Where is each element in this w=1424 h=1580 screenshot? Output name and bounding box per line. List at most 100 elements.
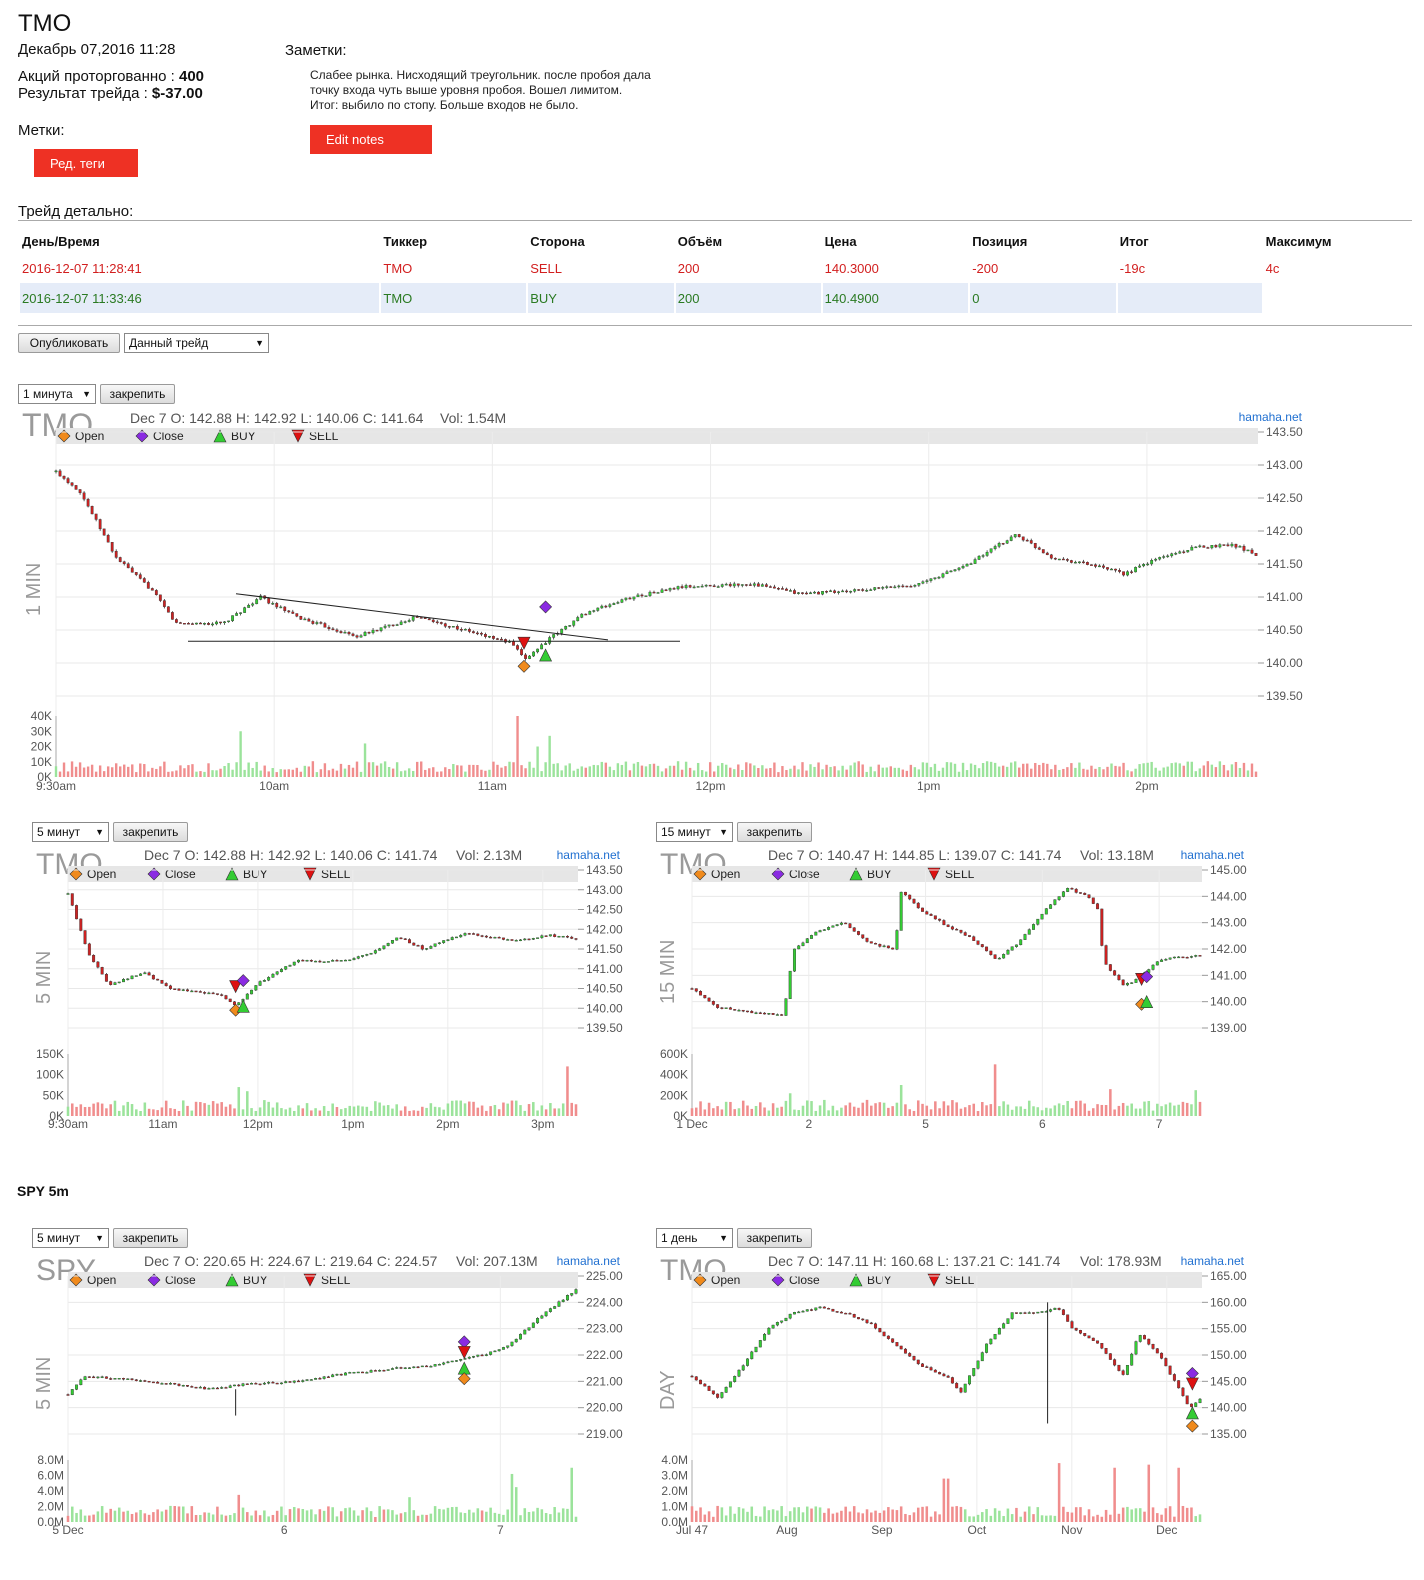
candle — [523, 938, 527, 941]
volume-bar — [870, 1105, 873, 1116]
edit-tags-button[interactable]: Ред. теги — [34, 149, 138, 177]
chart-interval-label: 15 MIN — [657, 940, 679, 1004]
col-header[interactable]: Максимум — [1265, 233, 1332, 249]
col-header[interactable]: Сторона — [530, 233, 585, 249]
candle — [877, 587, 881, 589]
pin-button[interactable]: закрепить — [737, 1228, 812, 1248]
chart-source-link[interactable]: hamaha.net — [1181, 848, 1245, 862]
volume-bar — [386, 1105, 390, 1116]
candle — [130, 567, 134, 573]
candle — [764, 584, 768, 587]
interval-select[interactable]: 15 минут ▼ — [656, 822, 733, 842]
volume-bar — [648, 764, 652, 777]
legend-buy-icon — [225, 1273, 239, 1287]
candle — [1121, 1370, 1125, 1375]
candle — [1032, 1312, 1035, 1314]
publish-scope-select[interactable]: Данный трейд ▼ — [124, 333, 269, 353]
col-header[interactable]: Объём — [677, 233, 723, 249]
volume-bar — [1066, 1511, 1069, 1522]
volume-bar — [572, 770, 575, 777]
pin-button[interactable]: закрепить — [737, 822, 812, 842]
volume-bar — [403, 770, 407, 777]
col-header[interactable]: Тиккер — [383, 233, 428, 249]
volume-bar — [1118, 766, 1121, 777]
candle — [429, 946, 433, 949]
volume-bar — [446, 1103, 450, 1116]
candle — [831, 1308, 835, 1312]
col-header[interactable]: День/Время — [22, 233, 100, 249]
candle — [275, 971, 279, 975]
candle — [1001, 543, 1005, 545]
interval-select[interactable]: 1 день ▼ — [656, 1228, 733, 1248]
volume-bar — [837, 770, 840, 777]
candle — [648, 591, 652, 596]
candle — [156, 1381, 160, 1384]
candle — [106, 534, 110, 543]
cell-side: BUY — [528, 283, 674, 313]
volume-bar — [1036, 1507, 1040, 1522]
volume-bar — [1130, 1509, 1133, 1522]
candle — [536, 937, 540, 939]
volume-bar — [327, 1506, 330, 1522]
volume-bar — [1174, 762, 1177, 777]
candle — [369, 952, 373, 955]
candle — [224, 995, 228, 1000]
chart-source-link[interactable]: hamaha.net — [1239, 410, 1303, 424]
candle — [781, 588, 784, 590]
candle — [279, 606, 283, 609]
volume-bar — [1057, 1103, 1061, 1116]
candle — [100, 967, 104, 975]
volume-bar — [315, 772, 319, 777]
candle — [100, 1376, 104, 1378]
chart-source-link[interactable]: hamaha.net — [557, 1254, 621, 1268]
volume-bar — [1160, 1514, 1163, 1522]
volume-bar — [399, 771, 403, 777]
volume-bar — [113, 1510, 117, 1522]
volume-bar — [211, 1514, 215, 1522]
candle — [437, 1364, 441, 1366]
chart-source-link[interactable]: hamaha.net — [1181, 1254, 1245, 1268]
candle — [1130, 982, 1134, 984]
volume-tick-label: 0K — [673, 1109, 688, 1123]
candle — [1069, 560, 1073, 563]
candle — [841, 590, 845, 593]
edit-notes-button[interactable]: Edit notes — [310, 125, 432, 154]
trend-line — [235, 593, 609, 641]
publish-button[interactable]: Опубликовать — [18, 333, 120, 353]
col-header[interactable]: Итог — [1119, 233, 1149, 249]
pin-button[interactable]: закрепить — [100, 384, 175, 404]
volume-bar — [190, 1506, 194, 1522]
col-header[interactable]: Цена — [824, 233, 857, 249]
candle — [728, 1381, 732, 1388]
interval-select[interactable]: 1 минута ▼ — [18, 384, 96, 404]
volume-bar — [1087, 1110, 1091, 1116]
volume-bar — [403, 1512, 407, 1522]
volume-bar — [893, 767, 896, 777]
chart-source-link[interactable]: hamaha.net — [557, 848, 621, 862]
volume-bar — [870, 1512, 873, 1522]
candle — [251, 603, 255, 606]
candle — [138, 574, 142, 579]
candle — [1040, 1311, 1044, 1313]
candle — [1164, 1358, 1168, 1367]
candle — [1102, 565, 1105, 568]
volume-bar — [1070, 763, 1073, 777]
pin-button[interactable]: закрепить — [113, 1228, 188, 1248]
candle — [356, 956, 360, 959]
candle — [497, 936, 501, 939]
col-header[interactable]: Позиция — [972, 233, 1028, 249]
candle — [955, 1382, 959, 1389]
candle — [344, 1372, 347, 1376]
interval-select[interactable]: 5 минут ▼ — [32, 1228, 109, 1248]
interval-select[interactable]: 5 минут ▼ — [32, 822, 109, 842]
volume-bar — [271, 1107, 275, 1116]
candle — [941, 573, 945, 578]
pin-button[interactable]: закрепить — [113, 822, 188, 842]
volume-bar — [267, 1101, 270, 1116]
candle — [433, 943, 437, 947]
